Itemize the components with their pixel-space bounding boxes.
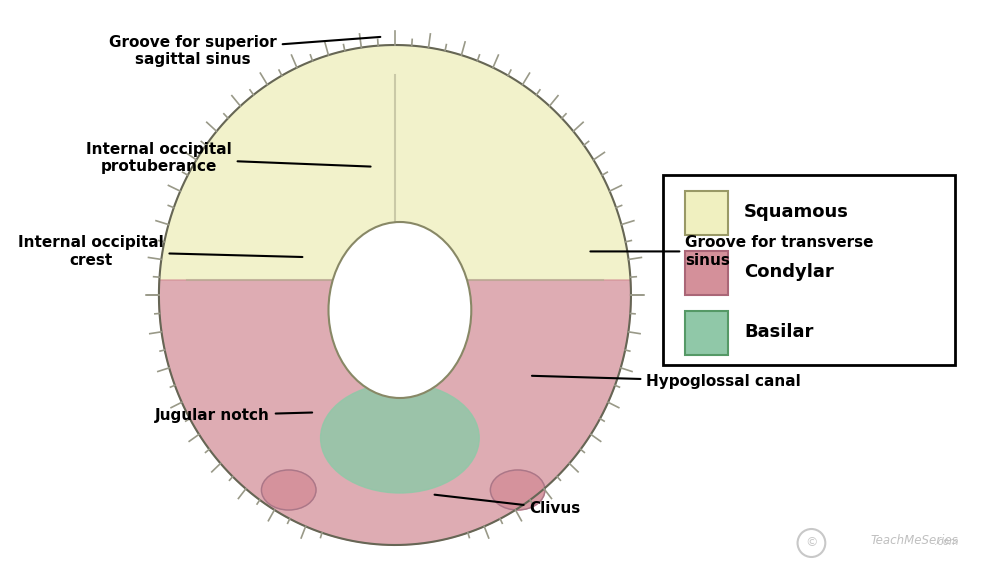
Text: .com: .com: [872, 537, 958, 547]
Text: Jugular notch: Jugular notch: [155, 408, 312, 423]
Polygon shape: [159, 280, 631, 545]
Polygon shape: [159, 45, 630, 280]
Text: Clivus: Clivus: [435, 495, 580, 516]
Text: Groove for superior
sagittal sinus: Groove for superior sagittal sinus: [109, 34, 380, 67]
Text: Internal occipital
crest: Internal occipital crest: [18, 235, 302, 268]
Text: Internal occipital
protuberance: Internal occipital protuberance: [86, 142, 370, 175]
Text: Condylar: Condylar: [744, 263, 834, 281]
Text: TeachMeSeries: TeachMeSeries: [870, 534, 958, 547]
FancyBboxPatch shape: [684, 311, 728, 355]
Text: Squamous: Squamous: [744, 203, 848, 221]
FancyBboxPatch shape: [684, 191, 728, 235]
Ellipse shape: [490, 470, 545, 510]
Ellipse shape: [261, 470, 316, 510]
FancyBboxPatch shape: [684, 251, 728, 295]
Ellipse shape: [320, 383, 479, 493]
Text: Hypoglossal canal: Hypoglossal canal: [532, 374, 800, 389]
FancyBboxPatch shape: [663, 175, 955, 365]
Ellipse shape: [329, 222, 471, 398]
Text: ©: ©: [805, 537, 818, 550]
Text: Basilar: Basilar: [744, 323, 813, 341]
Text: Groove for transverse
sinus: Groove for transverse sinus: [590, 235, 873, 268]
